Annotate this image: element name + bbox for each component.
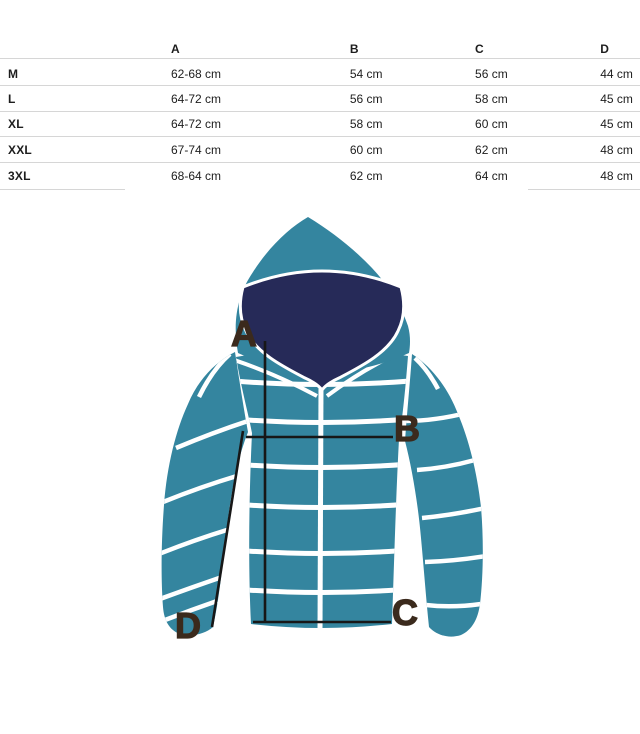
measure-label-d: D	[175, 605, 201, 646]
header-col-b: B	[349, 41, 359, 56]
value-a: 62-68 cm	[170, 66, 221, 81]
table-divider	[0, 58, 640, 59]
table-row: XXL 67-74 cm 60 cm 62 cm 48 cm	[0, 137, 640, 162]
value-b: 58 cm	[349, 116, 383, 131]
value-d: 48 cm	[600, 168, 633, 183]
measure-line-d	[210, 430, 245, 628]
table-divider	[0, 111, 640, 112]
table-row: L 64-72 cm 56 cm 58 cm 45 cm	[0, 86, 640, 111]
value-c: 60 cm	[475, 116, 508, 131]
value-a: 64-72 cm	[170, 91, 221, 106]
value-c: 56 cm	[475, 66, 508, 81]
value-d: 44 cm	[600, 66, 633, 81]
measure-label-b: B	[394, 408, 420, 449]
header-col-a: A	[170, 41, 180, 56]
zipper-seam	[317, 385, 324, 628]
value-b: 62 cm	[349, 168, 383, 183]
value-a: 64-72 cm	[170, 116, 221, 131]
right-sleeve-quilt-seams	[405, 356, 483, 609]
jacket-torso	[236, 349, 408, 628]
value-b: 54 cm	[349, 66, 383, 81]
collar-seam-left	[236, 356, 318, 398]
value-a: 67-74 cm	[170, 142, 221, 157]
measure-label-a: A	[231, 313, 257, 354]
size-label: L	[8, 91, 16, 106]
value-b: 60 cm	[349, 142, 383, 157]
table-row: M 62-68 cm 54 cm 56 cm 44 cm	[0, 61, 640, 86]
value-d: 45 cm	[600, 91, 633, 106]
table-header-row: A B C D	[0, 36, 640, 61]
value-b: 56 cm	[349, 91, 383, 106]
jacket-left-sleeve	[161, 352, 248, 636]
table-divider-partial-right	[528, 189, 640, 190]
size-label: M	[8, 66, 19, 81]
jacket-hood	[235, 217, 410, 393]
value-d: 48 cm	[600, 142, 633, 157]
value-a: 68-64 cm	[170, 168, 221, 183]
table-row: XL 64-72 cm 58 cm 60 cm 45 cm	[0, 111, 640, 136]
table-divider	[0, 85, 640, 86]
header-col-d: D	[600, 41, 609, 56]
header-col-c: C	[475, 41, 484, 56]
table-divider	[0, 162, 640, 163]
measure-label-c: C	[392, 592, 418, 633]
value-c: 62 cm	[475, 142, 508, 157]
size-label: 3XL	[8, 168, 31, 183]
table-divider-partial-left	[0, 189, 125, 190]
size-label: XXL	[8, 142, 32, 157]
value-c: 58 cm	[475, 91, 508, 106]
value-c: 64 cm	[475, 168, 508, 183]
left-sleeve-quilt-seams	[161, 352, 248, 623]
jacket-right-sleeve	[405, 354, 483, 637]
torso-quilt-seams	[236, 350, 408, 628]
size-label: XL	[8, 116, 24, 131]
hood-lining	[238, 269, 406, 393]
table-row: 3XL 68-64 cm 62 cm 64 cm 48 cm	[0, 163, 640, 188]
value-d: 45 cm	[600, 116, 633, 131]
table-divider	[0, 136, 640, 137]
measurement-lines	[210, 341, 393, 628]
